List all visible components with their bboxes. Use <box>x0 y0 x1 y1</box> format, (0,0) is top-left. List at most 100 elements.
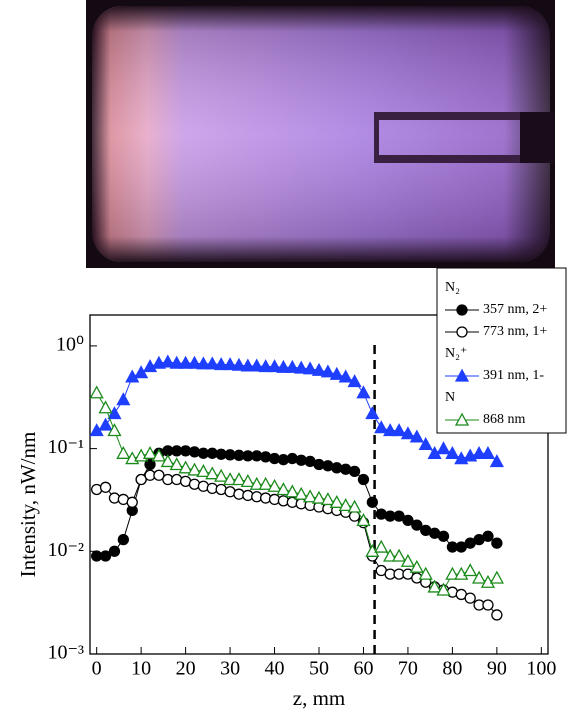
marker <box>258 476 273 490</box>
marker <box>437 530 450 542</box>
marker <box>347 499 362 513</box>
marker <box>456 304 468 316</box>
marker <box>356 385 371 399</box>
marker <box>391 548 407 562</box>
marker <box>89 385 104 399</box>
marker <box>348 465 361 478</box>
marker <box>491 609 503 621</box>
x-tick-label: 20 <box>176 658 196 680</box>
marker <box>205 466 220 480</box>
marker <box>144 458 156 471</box>
marker <box>347 374 362 388</box>
marker <box>267 478 282 492</box>
marker <box>400 426 416 440</box>
marker <box>445 566 460 580</box>
marker <box>178 355 193 369</box>
marker <box>409 559 424 573</box>
marker <box>214 468 229 482</box>
x-tick-label: 0 <box>92 658 102 680</box>
marker <box>436 441 451 455</box>
marker <box>98 417 113 431</box>
x-tick-label: 30 <box>220 658 240 680</box>
marker <box>427 579 442 593</box>
marker <box>329 494 344 508</box>
marker <box>489 570 504 584</box>
marker <box>276 482 291 496</box>
marker <box>338 498 353 512</box>
marker <box>267 359 282 373</box>
marker <box>374 420 389 434</box>
marker <box>471 445 487 459</box>
x-tick-label: 90 <box>487 658 507 680</box>
marker <box>374 539 389 553</box>
marker <box>356 513 371 527</box>
marker <box>169 355 184 369</box>
marker <box>222 472 238 486</box>
marker <box>142 445 158 459</box>
marker <box>142 359 158 373</box>
marker <box>117 533 129 546</box>
marker <box>365 406 380 420</box>
marker <box>151 448 167 462</box>
marker <box>418 437 433 451</box>
marker <box>231 357 247 371</box>
marker <box>258 359 273 373</box>
marker <box>463 563 478 577</box>
marker <box>169 457 184 471</box>
marker <box>391 423 407 437</box>
marker <box>357 473 370 486</box>
marker <box>214 357 229 371</box>
marker <box>294 486 309 500</box>
marker <box>249 358 264 372</box>
marker <box>187 462 202 476</box>
marker <box>178 460 193 474</box>
marker <box>456 326 468 338</box>
marker <box>320 364 335 378</box>
discharge-photo <box>86 0 555 268</box>
marker <box>153 469 165 481</box>
marker <box>436 582 451 596</box>
y-tick-label: 10⁻² <box>47 539 84 561</box>
marker <box>454 566 469 580</box>
marker <box>285 359 300 373</box>
marker <box>311 362 327 376</box>
marker <box>294 360 309 374</box>
marker <box>482 599 494 611</box>
marker <box>99 550 112 562</box>
marker <box>116 392 131 406</box>
marker <box>303 489 318 503</box>
marker <box>454 368 470 382</box>
marker <box>99 481 112 493</box>
marker <box>482 530 494 542</box>
legend-label: 391 nm, 1- <box>483 368 544 383</box>
marker <box>222 357 238 371</box>
legend-label: 357 nm, 2+ <box>483 302 547 317</box>
marker <box>135 473 147 486</box>
y-axis-label: Intensity, nW/nm <box>16 432 40 578</box>
marker <box>240 473 255 487</box>
marker <box>338 369 353 383</box>
marker <box>107 423 122 437</box>
x-tick-label: 10 <box>131 658 151 680</box>
marker <box>276 359 291 373</box>
legend-box <box>436 267 567 434</box>
marker <box>160 354 175 368</box>
marker <box>464 592 476 604</box>
marker <box>249 476 264 490</box>
marker <box>285 484 300 498</box>
y-tick-label: 10⁻¹ <box>47 436 84 458</box>
marker <box>329 366 344 380</box>
marker <box>393 510 405 522</box>
x-tick-label: 40 <box>265 658 285 680</box>
x-tick-label: 70 <box>398 658 418 680</box>
marker <box>286 452 298 465</box>
marker <box>409 429 424 443</box>
marker <box>480 445 496 459</box>
marker <box>231 472 247 486</box>
legend-label: 868 nm <box>483 412 526 427</box>
marker <box>98 400 113 414</box>
legend-label: 773 nm, 1+ <box>483 324 547 339</box>
marker <box>411 519 423 531</box>
